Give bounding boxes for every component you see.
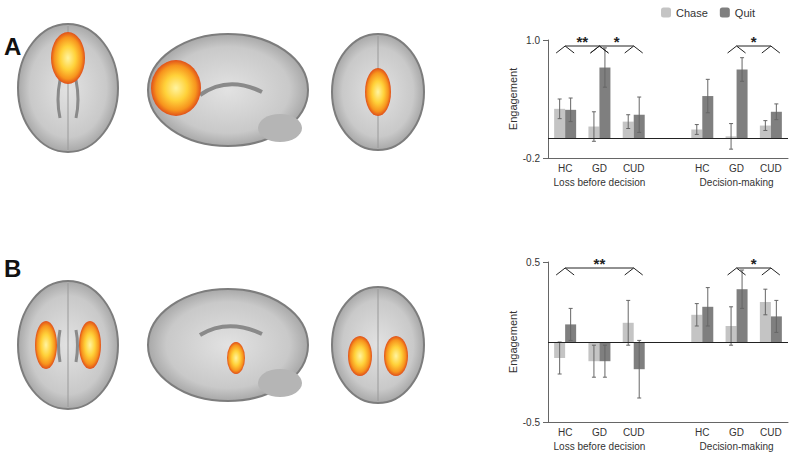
svg-text:A: A: [4, 33, 21, 60]
svg-text:Engagement: Engagement: [507, 68, 519, 130]
svg-text:*: *: [751, 33, 757, 50]
svg-text:Decision-making: Decision-making: [700, 441, 774, 452]
svg-text:-0.2: -0.2: [523, 153, 541, 164]
svg-text:CUD: CUD: [760, 427, 782, 438]
svg-text:CUD: CUD: [760, 163, 782, 174]
svg-text:HC: HC: [695, 163, 709, 174]
svg-text:CUD: CUD: [623, 427, 645, 438]
svg-text:Loss before decision: Loss before decision: [554, 441, 646, 452]
svg-text:CUD: CUD: [623, 163, 645, 174]
svg-text:HC: HC: [558, 427, 572, 438]
svg-text:*: *: [614, 33, 620, 50]
svg-text:GD: GD: [729, 427, 744, 438]
svg-text:GD: GD: [729, 163, 744, 174]
svg-text:0.5: 0.5: [526, 257, 540, 268]
svg-text:GD: GD: [592, 427, 607, 438]
svg-text:Loss before decision: Loss before decision: [554, 177, 646, 188]
svg-text:Quit: Quit: [735, 7, 755, 19]
svg-text:1.0: 1.0: [526, 35, 540, 46]
svg-text:*: *: [751, 255, 757, 272]
svg-text:-0.5: -0.5: [523, 417, 541, 428]
svg-text:HC: HC: [695, 427, 709, 438]
svg-text:Chase: Chase: [676, 7, 708, 19]
svg-text:Decision-making: Decision-making: [700, 177, 774, 188]
svg-text:**: **: [576, 33, 588, 50]
svg-text:B: B: [4, 255, 21, 282]
svg-text:GD: GD: [592, 163, 607, 174]
svg-text:Engagement: Engagement: [507, 311, 519, 373]
svg-text:HC: HC: [558, 163, 572, 174]
svg-text:**: **: [594, 255, 606, 272]
